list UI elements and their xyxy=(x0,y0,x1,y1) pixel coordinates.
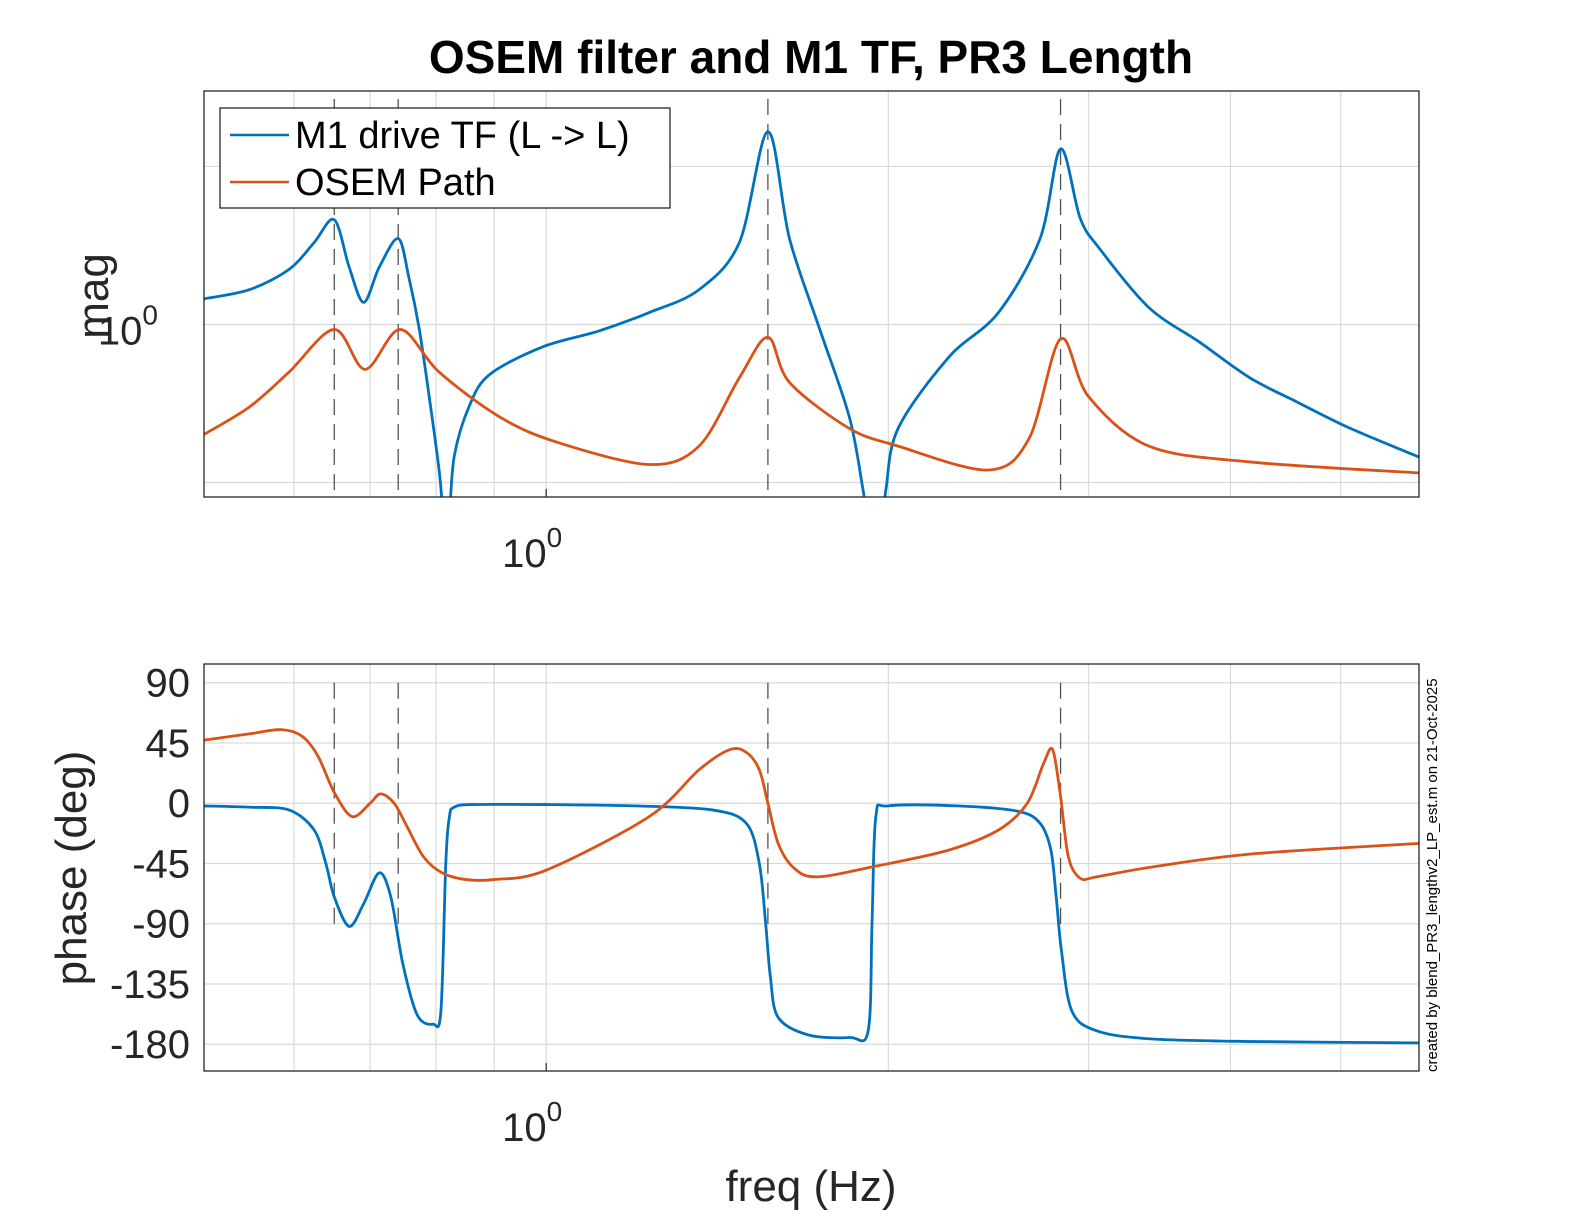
phase-x-ticks: 100 xyxy=(502,1063,562,1150)
magnitude-axes: 100 100 mag M1 drive TF (L -> L) OSEM Pa… xyxy=(69,90,1420,576)
y-tick-label: -45 xyxy=(132,842,190,886)
legend: M1 drive TF (L -> L) OSEM Path xyxy=(219,107,671,209)
y-tick-label: 45 xyxy=(146,722,191,766)
magnitude-x-ticks: 100 xyxy=(502,489,562,576)
phase-x-label: freq (Hz) xyxy=(725,1162,896,1211)
legend-label-m1-drive-tf: M1 drive TF (L -> L) xyxy=(295,115,630,157)
phase-y-label: phase (deg) xyxy=(47,751,96,986)
phase-y-ticks: 90 45 0 -45 -90 -135 -180 xyxy=(110,662,190,1067)
y-tick-label: 0 xyxy=(168,782,190,826)
magnitude-y-ticks: 100 xyxy=(98,299,158,353)
series-line-m1-drive-tf-l-l xyxy=(204,802,1419,1045)
magnitude-axes-box xyxy=(203,90,1420,498)
created-by-annotation: created by blend_PR3_lengthv2_LP_est.m o… xyxy=(1424,678,1441,1072)
y-tick-label: -90 xyxy=(132,903,190,947)
y-tick-label: -135 xyxy=(110,963,190,1007)
magnitude-series xyxy=(204,130,1419,497)
series-line-m1-drive-tf-l-l xyxy=(204,130,1419,497)
y-tick-label: -180 xyxy=(110,1023,190,1067)
phase-plot-area xyxy=(204,664,1419,1071)
x-tick-label: 100 xyxy=(502,522,562,576)
x-tick-label: 100 xyxy=(502,1096,562,1150)
legend-box xyxy=(219,107,671,209)
magnitude-y-label: mag xyxy=(69,253,118,339)
y-tick-label: 100 xyxy=(98,299,158,353)
phase-axes: 90 45 0 -45 -90 -135 -180 100 phase (deg) freq… xyxy=(47,662,1420,1211)
magnitude-resonance-markers xyxy=(333,99,1062,497)
phase-axes-box xyxy=(203,663,1420,1072)
series-line-osem-path xyxy=(204,728,1419,882)
legend-label-osem-path: OSEM Path xyxy=(295,162,496,204)
y-tick-label: 90 xyxy=(146,662,191,706)
series-line-osem-path xyxy=(204,328,1419,475)
phase-series xyxy=(204,728,1419,1045)
phase-resonance-markers xyxy=(333,682,1062,924)
chart-title: OSEM filter and M1 TF, PR3 Length xyxy=(429,31,1193,83)
